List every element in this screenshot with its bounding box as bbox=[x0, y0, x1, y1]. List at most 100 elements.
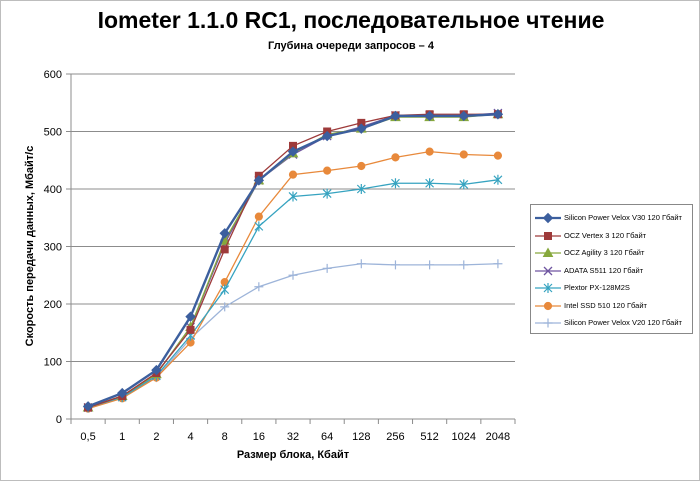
data-point bbox=[493, 174, 503, 185]
data-point bbox=[458, 110, 469, 122]
data-point bbox=[323, 166, 332, 175]
chart-subtitle: Глубина очереди запросов – 4 bbox=[268, 40, 434, 52]
legend-label: OCZ Agility 3 120 Гбайт bbox=[564, 248, 645, 257]
legend-item: ADATA S511 120 Гбайт bbox=[531, 263, 694, 280]
data-point bbox=[321, 130, 333, 142]
data-point bbox=[186, 325, 195, 334]
series-line bbox=[87, 113, 498, 408]
data-point bbox=[220, 302, 230, 312]
y-tick-label: 600 bbox=[44, 69, 62, 81]
data-point bbox=[459, 150, 468, 159]
y-tick-label: 100 bbox=[44, 357, 62, 369]
legend-marker bbox=[544, 231, 552, 240]
x-tick-label: 2 bbox=[153, 431, 159, 443]
legend-marker bbox=[542, 247, 554, 257]
y-tick-label: 300 bbox=[44, 242, 62, 254]
legend-label: Silicon Power Velox V20 120 Гбайт bbox=[564, 318, 682, 327]
legend-swatch bbox=[535, 283, 561, 293]
data-point bbox=[425, 260, 435, 270]
legend-item: Silicon Power Velox V30 120 Гбайт bbox=[531, 210, 694, 227]
x-tick-label: 2048 bbox=[486, 431, 510, 443]
data-point bbox=[424, 110, 435, 122]
data-point bbox=[185, 311, 196, 322]
legend-label: Intel SSD 510 120 Гбайт bbox=[564, 300, 647, 310]
x-tick-label: 16 bbox=[253, 431, 265, 443]
data-point bbox=[459, 260, 469, 270]
x-tick-labels: 0,5 1 2 4 8 16 32 64 128 256 512 1024 2048 bbox=[80, 431, 510, 443]
series-line bbox=[87, 113, 498, 409]
legend-label: Plextor PX-128M2S bbox=[564, 283, 630, 292]
legend-marker bbox=[543, 266, 553, 275]
series-line bbox=[87, 150, 498, 410]
series-6 bbox=[83, 147, 503, 413]
data-point bbox=[287, 146, 299, 157]
y-tick-label: 200 bbox=[44, 299, 62, 311]
grid-lines bbox=[71, 73, 515, 362]
x-tick-label: 1 bbox=[119, 431, 125, 443]
legend-marker bbox=[543, 283, 553, 293]
data-point bbox=[390, 110, 401, 122]
data-point bbox=[288, 191, 298, 202]
x-tick-label: 256 bbox=[386, 431, 404, 443]
data-point bbox=[322, 188, 332, 199]
data-point bbox=[425, 178, 435, 189]
data-point bbox=[322, 263, 332, 273]
data-point bbox=[356, 123, 367, 134]
data-point bbox=[493, 151, 503, 160]
legend-swatch bbox=[535, 247, 561, 257]
series-1 bbox=[82, 109, 504, 412]
series-line bbox=[87, 113, 498, 409]
legend-marker bbox=[542, 212, 554, 224]
legend-label: Silicon Power Velox V30 120 Гбайт bbox=[564, 213, 682, 222]
legend-swatch bbox=[535, 301, 561, 310]
y-tick-labels: 0 100 200 300 400 500 600 bbox=[44, 69, 62, 426]
data-point bbox=[391, 153, 400, 162]
data-point bbox=[117, 387, 128, 399]
x-axis-label: Размер блока, Кбайт bbox=[236, 449, 350, 461]
data-point bbox=[288, 170, 298, 179]
series-line bbox=[87, 263, 498, 409]
legend-swatch bbox=[535, 318, 561, 328]
data-point bbox=[356, 259, 366, 269]
chart-title: Iometer 1.1.0 RC1, последовательное чтен… bbox=[97, 7, 605, 33]
y-tick-label: 0 bbox=[56, 414, 62, 426]
data-point bbox=[357, 161, 366, 171]
data-point bbox=[356, 184, 366, 194]
x-tick-label: 512 bbox=[420, 431, 438, 443]
x-tick-label: 64 bbox=[321, 431, 333, 443]
legend-item: Silicon Power Velox V20 120 Гбайт bbox=[531, 315, 694, 332]
data-point bbox=[151, 364, 162, 376]
data-point bbox=[253, 175, 265, 186]
legend-swatch bbox=[535, 231, 561, 240]
data-point bbox=[459, 179, 469, 190]
data-point bbox=[220, 284, 230, 295]
data-point bbox=[254, 212, 263, 221]
x-tick-label: 32 bbox=[287, 431, 299, 443]
data-point bbox=[220, 245, 229, 254]
legend: Silicon Power Velox V30 120 Гбайт OCZ Ver… bbox=[530, 204, 693, 334]
x-tick-label: 0,5 bbox=[80, 431, 95, 443]
x-tick-label: 1024 bbox=[452, 431, 476, 443]
legend-swatch bbox=[535, 212, 561, 224]
y-axis-label: Скорость передачи данных, Мбайт/с bbox=[24, 145, 36, 347]
data-point bbox=[82, 401, 94, 412]
x-tick-label: 8 bbox=[222, 431, 228, 443]
data-point bbox=[493, 259, 503, 269]
series-lines bbox=[82, 108, 504, 413]
data-point bbox=[390, 260, 400, 270]
axes bbox=[66, 73, 516, 424]
data-point bbox=[391, 178, 400, 189]
data-point bbox=[254, 221, 264, 232]
legend-marker bbox=[543, 318, 553, 328]
x-tick-label: 128 bbox=[352, 431, 370, 443]
legend-item: OCZ Agility 3 120 Гбайт bbox=[531, 245, 694, 262]
legend-label: OCZ Vertex 3 120 Гбайт bbox=[564, 230, 647, 240]
legend-label: ADATA S511 120 Гбайт bbox=[564, 265, 644, 275]
legend-item: OCZ Vertex 3 120 Гбайт bbox=[531, 228, 694, 245]
legend-item: Plextor PX-128M2S bbox=[531, 280, 694, 297]
data-point bbox=[254, 282, 264, 292]
y-tick-label: 500 bbox=[44, 127, 62, 139]
legend-swatch bbox=[535, 266, 561, 275]
